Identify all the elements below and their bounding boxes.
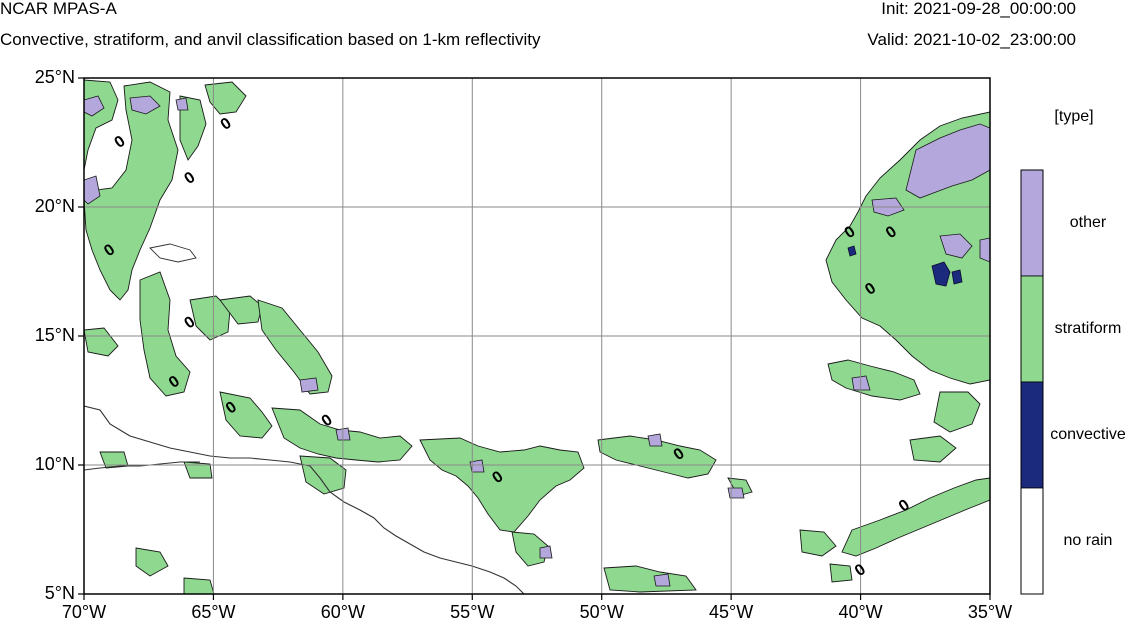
legend-swatch-other <box>1020 169 1044 277</box>
lon-tick-label: 70°W <box>62 602 106 622</box>
lon-tick-label: 45°W <box>709 602 753 622</box>
precip-fields <box>84 79 990 594</box>
other-region <box>84 95 990 587</box>
lat-tick-label: 25°N <box>35 67 75 87</box>
lon-tick-label: 60°W <box>321 602 365 622</box>
lon-tick-label: 50°W <box>580 602 624 622</box>
coastline-inner <box>84 461 200 471</box>
convective-region <box>847 245 963 287</box>
island-outline <box>149 243 197 263</box>
legend: [type] other stratiform convective no rain <box>1020 108 1126 595</box>
lat-tick-label: 10°N <box>35 454 75 474</box>
lon-tick-label: 35°W <box>968 602 1012 622</box>
lat-tick-label: 15°N <box>35 325 75 345</box>
graticule <box>84 78 990 594</box>
legend-frame <box>1020 169 1044 595</box>
valid-time: Valid: 2021-10-02_23:00:00 <box>867 30 1076 49</box>
lon-tick-label: 65°W <box>191 602 235 622</box>
coastline <box>84 405 525 594</box>
legend-swatch-stratiform <box>1020 275 1044 383</box>
legend-label-stratiform: stratiform <box>1055 320 1122 337</box>
legend-swatch-no-rain <box>1020 487 1044 595</box>
map-title: NCAR MPAS-A <box>0 0 117 18</box>
lon-tick-label: 40°W <box>838 602 882 622</box>
legend-title: [type] <box>1054 108 1093 125</box>
map-subtitle: Convective, stratiform, and anvil classi… <box>0 30 541 49</box>
legend-swatch-convective <box>1020 381 1044 489</box>
legend-label-other: other <box>1070 214 1107 231</box>
lat-tick-label: 20°N <box>35 196 75 216</box>
legend-label-no-rain: no rain <box>1064 532 1113 549</box>
axes: 70°W 65°W 60°W 55°W 50°W 45°W 40°W 35°W 25°N 20°N… <box>35 67 1012 622</box>
init-time: Init: 2021-09-28_00:00:00 <box>881 0 1076 18</box>
legend-label-convective: convective <box>1050 426 1126 443</box>
lon-tick-label: 55°W <box>450 602 494 622</box>
lat-tick-label: 5°N <box>45 583 75 603</box>
